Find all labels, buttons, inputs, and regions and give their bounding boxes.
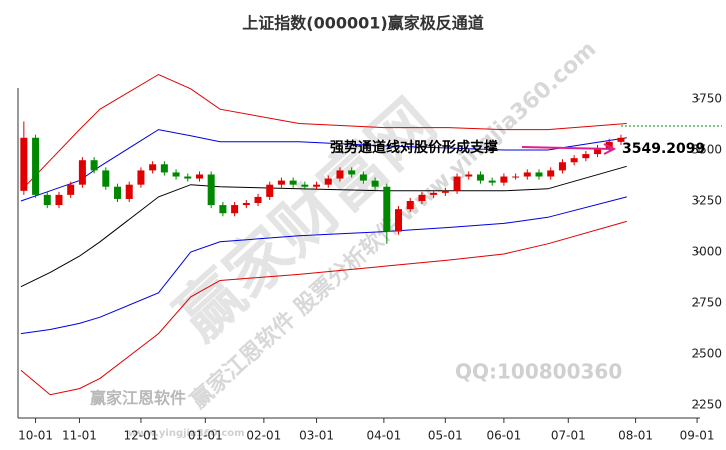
candle-body — [20, 137, 28, 191]
candle-body — [149, 164, 157, 171]
candle-body — [348, 170, 356, 175]
channel-line — [20, 165, 627, 288]
candle-body — [172, 172, 180, 177]
y-tick-label: 3500 — [691, 143, 722, 157]
y-tick-label: 2250 — [691, 397, 722, 411]
candle-body — [313, 184, 321, 187]
x-tick-label: 10-01 — [18, 429, 53, 443]
x-tick-label: 06-01 — [486, 429, 521, 443]
y-tick-label: 2750 — [691, 295, 722, 309]
y-tick-label: 3750 — [691, 92, 722, 106]
x-tick-label: 03-01 — [299, 429, 334, 443]
y-tick-label: 3000 — [691, 244, 722, 258]
candle-body — [301, 184, 309, 187]
channel-line — [20, 220, 627, 396]
candle-body — [324, 178, 332, 185]
annotation-arrow — [521, 143, 617, 155]
candle-body — [371, 180, 379, 187]
candle-body — [289, 180, 297, 185]
candle-body — [336, 170, 344, 179]
candle-body — [418, 194, 426, 201]
y-tick-label: 3250 — [691, 193, 722, 207]
candle-body — [219, 205, 227, 214]
channel-line — [20, 196, 627, 335]
candle-body — [125, 184, 133, 199]
candle-body — [266, 184, 274, 197]
candle-body — [254, 196, 262, 204]
candle-body — [582, 154, 590, 159]
candle-body — [441, 190, 449, 193]
candle-body — [406, 200, 414, 210]
last-price-label: 3549.2099 — [622, 141, 705, 157]
candle-body — [207, 174, 215, 206]
x-tick-label: 08-01 — [618, 429, 653, 443]
x-tick-label: 09-01 — [680, 429, 715, 443]
x-tick-label: 05-01 — [428, 429, 463, 443]
candle-body — [32, 137, 40, 195]
watermark: 赢家江恩软件 — [90, 389, 186, 408]
x-tick-label: 11-01 — [62, 429, 97, 443]
x-tick-label: 12-01 — [123, 429, 158, 443]
candle-body — [465, 174, 473, 177]
candle-body — [430, 192, 438, 195]
candle-body — [184, 176, 192, 179]
candle-body — [195, 174, 203, 179]
candle-body — [617, 137, 625, 142]
candle-body — [500, 176, 508, 183]
annotation: 强势通道线对股价形成支撑 — [330, 139, 498, 156]
watermark: QQ:100800360 — [455, 360, 622, 384]
watermark: www.yingjia360.com — [128, 428, 245, 439]
candle-body — [114, 186, 122, 199]
candle-body — [558, 162, 566, 171]
candle-body — [535, 172, 543, 177]
candle-body — [594, 147, 602, 155]
candle-body — [512, 176, 520, 178]
y-tick-label: 2500 — [691, 346, 722, 360]
candle-body — [523, 172, 531, 177]
candle-body — [570, 158, 578, 163]
candle-body — [160, 164, 168, 173]
chart-title: 上证指数(000001)赢家极反通道 — [242, 14, 483, 33]
candle-body — [383, 186, 391, 232]
channel-line — [20, 73, 627, 192]
x-tick-label: 07-01 — [551, 429, 586, 443]
candle-body — [231, 205, 239, 214]
candle-body — [67, 184, 75, 195]
candle-body — [277, 180, 285, 185]
candle-body — [476, 174, 484, 181]
candle-body — [605, 141, 613, 148]
candle-body — [453, 176, 461, 191]
x-tick-label: 04-01 — [366, 429, 401, 443]
x-tick-label: 02-01 — [246, 429, 281, 443]
candle-body — [90, 160, 98, 171]
x-tick-label: 01-01 — [188, 429, 223, 443]
candle-body — [395, 209, 403, 232]
candle-body — [137, 170, 145, 185]
candle-body — [78, 160, 86, 185]
candle-body — [102, 170, 110, 187]
candle-body — [547, 170, 555, 177]
candle-body — [43, 194, 51, 206]
candle-body — [488, 180, 496, 183]
candle-body — [55, 194, 63, 206]
candle-body — [359, 174, 367, 181]
candle-body — [242, 203, 250, 206]
